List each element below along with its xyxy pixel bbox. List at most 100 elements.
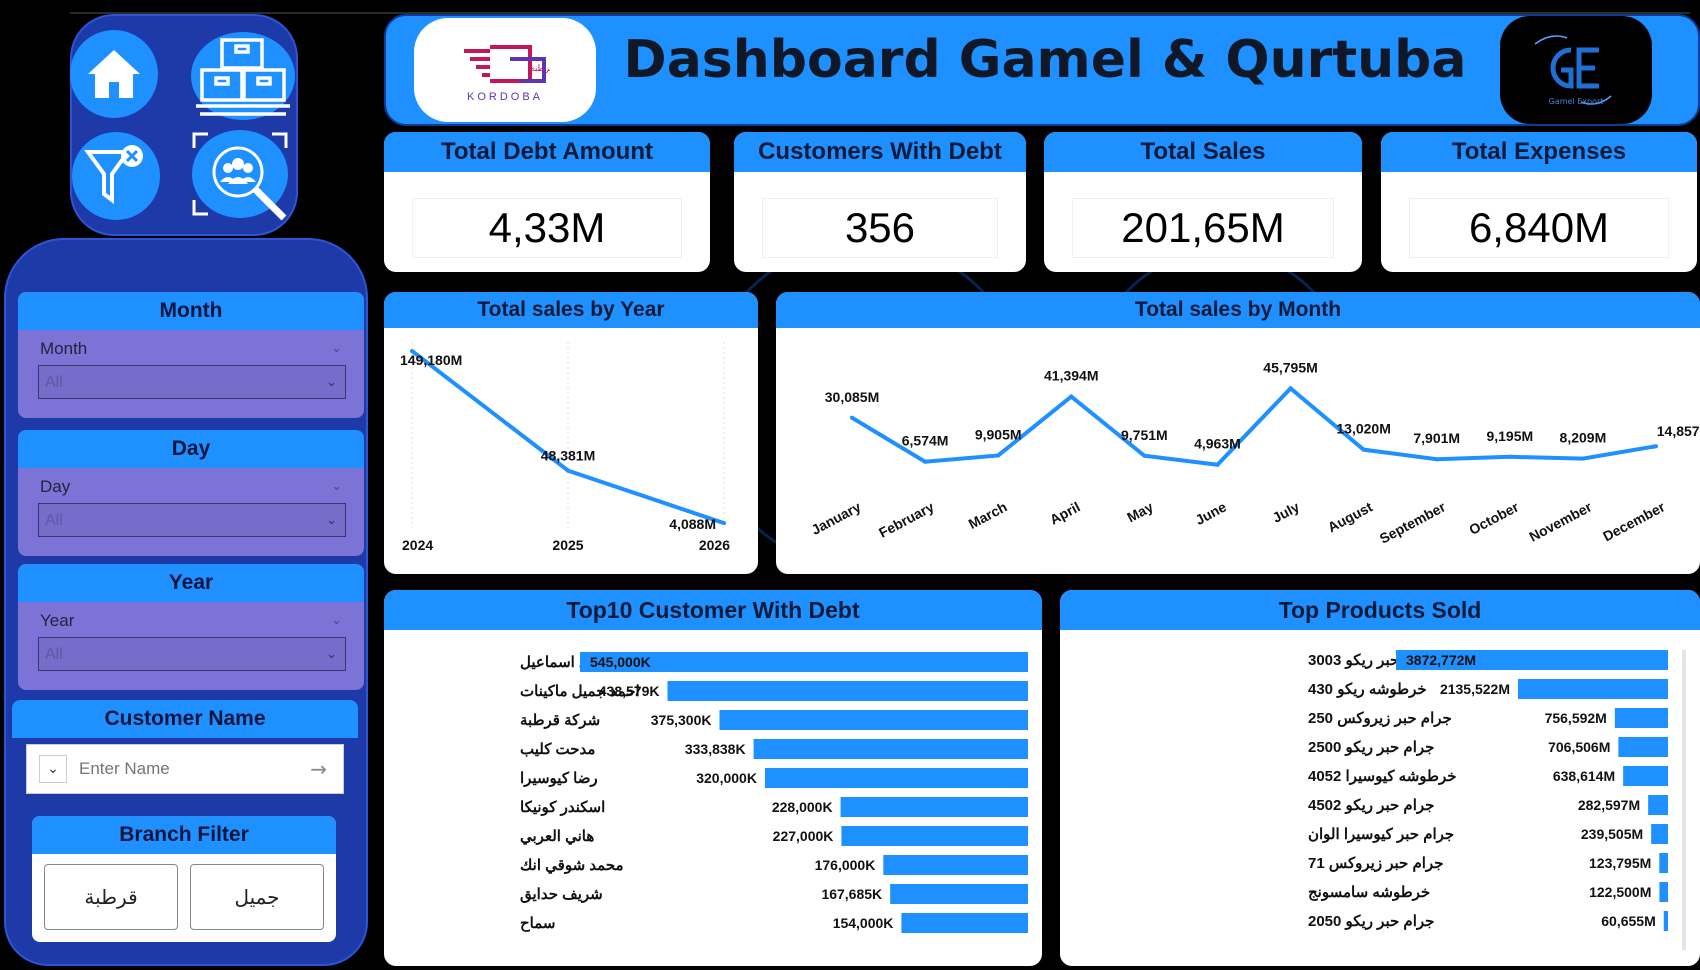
year-dropdown-value: All	[45, 646, 63, 663]
filter-clear-icon	[84, 145, 143, 204]
data-label: 320,000K	[696, 770, 757, 786]
month-slicer-title: Month	[18, 292, 364, 330]
category-label: خرطوشه كيوسيرا 4052	[1308, 768, 1457, 785]
data-label: 638,614M	[1553, 768, 1615, 784]
data-label: 7,901M	[1413, 430, 1460, 446]
kpi-total-debt: Total Debt Amount 4,33M	[384, 132, 710, 272]
data-label: 48,381M	[541, 448, 595, 464]
x-tick-label: November	[1526, 498, 1594, 545]
inventory-button[interactable]	[188, 30, 298, 122]
chevron-down-icon[interactable]: ⌄	[39, 755, 67, 783]
data-label: 60,655M	[1601, 913, 1655, 929]
day-slicer: Day Day ⌄ All ⌄	[18, 430, 364, 556]
x-tick-label: 2025	[552, 537, 583, 553]
category-label: احمد جميل ماكينات	[520, 683, 640, 700]
kordoba-logo-text: KORDOBA	[466, 91, 543, 103]
chevron-down-icon: ⌄	[326, 512, 337, 527]
page-title: Dashboard Gamel & Qurtuba	[623, 30, 1467, 90]
data-point	[1654, 444, 1658, 449]
data-label: 333,838K	[685, 741, 746, 757]
customer-slicer: Customer Name ⌄ →	[12, 700, 358, 806]
x-tick-label: October	[1466, 498, 1521, 538]
arrow-right-icon[interactable]: →	[310, 757, 327, 781]
home-icon	[88, 50, 140, 98]
category-label: شركة قرطبة	[520, 712, 600, 729]
branch-option-gamel[interactable]: جميل	[190, 864, 324, 930]
category-label: خرطوشه سامسونج	[1308, 884, 1430, 901]
bar	[901, 913, 1028, 933]
data-point	[996, 453, 1001, 458]
bar	[753, 739, 1028, 759]
day-dropdown-value: All	[45, 512, 63, 529]
branch-filter-title: Branch Filter	[32, 816, 336, 854]
year-slicer-title: Year	[18, 564, 364, 602]
top-divider	[70, 12, 1690, 14]
header-bar	[384, 14, 1700, 126]
clear-filters-button[interactable]	[72, 132, 160, 220]
x-tick-label: December	[1600, 498, 1668, 544]
data-label: 375,300K	[651, 712, 712, 728]
branch-option-qurtuba[interactable]: قرطبة	[44, 864, 178, 930]
customer-name-input[interactable]	[79, 759, 311, 779]
day-slicer-title: Day	[18, 430, 364, 468]
data-label: 9,905M	[975, 426, 1022, 442]
customer-search-button[interactable]	[188, 128, 298, 226]
bar	[1614, 708, 1668, 728]
chevron-down-icon: ⌄	[326, 374, 337, 389]
bar	[1623, 766, 1668, 786]
bar	[883, 855, 1028, 875]
gamel-export-logo: Gamel Export	[1500, 16, 1652, 124]
kpi-value: 6,840M	[1409, 198, 1669, 258]
data-label: 438,579K	[599, 683, 660, 699]
kpi-label: Total Expenses	[1381, 132, 1697, 172]
month-slicer-header: Month ⌄	[18, 330, 364, 359]
scrollbar[interactable]	[1682, 650, 1686, 950]
category-label: رضا كيوسيرا	[520, 770, 598, 787]
data-point	[1288, 386, 1293, 391]
chart-top-products: Top Products Sold جرام حبر ريكو 3003 3872…	[1060, 590, 1700, 966]
data-label: 45,795M	[1263, 359, 1317, 375]
customer-search-box: ⌄ →	[26, 744, 344, 794]
data-label: 2135,522M	[1440, 681, 1510, 697]
data-label: 154,000K	[833, 915, 894, 931]
data-label: 706,506M	[1548, 739, 1610, 755]
x-tick-label: August	[1325, 498, 1375, 535]
day-dropdown[interactable]: All ⌄	[38, 503, 346, 537]
data-point	[850, 415, 854, 420]
category-label: جرام حبر ريكو 4502	[1308, 797, 1434, 814]
month-line-chart: 30,085M January 6,574M February 9,905M March 4…	[808, 359, 1700, 546]
chevron-down-icon: ⌄	[331, 478, 342, 493]
category-label: جرام حبر ريكو 2500	[1308, 739, 1434, 756]
day-slicer-sub: Day	[40, 477, 71, 496]
kpi-label: Total Sales	[1044, 132, 1362, 172]
bar	[841, 826, 1028, 846]
data-point	[1580, 456, 1585, 461]
day-slicer-header: Day ⌄	[18, 468, 364, 497]
category-label: اسكندر كونيكا	[520, 799, 605, 816]
month-dropdown[interactable]: All ⌄	[38, 365, 346, 399]
year-slicer-sub: Year	[40, 611, 75, 630]
category-label: محمد شوقي انك	[520, 857, 624, 875]
boxes-icon	[191, 32, 295, 120]
data-label: 3872,772M	[1406, 652, 1476, 668]
x-tick-label: May	[1124, 498, 1156, 525]
data-point	[410, 348, 414, 353]
data-label: 282,597M	[1578, 797, 1640, 813]
kpi-label: Total Debt Amount	[384, 132, 710, 172]
month-dropdown-value: All	[45, 374, 63, 391]
category-label: جرام حبر زيروكس 250	[1308, 710, 1452, 727]
x-tick-label: 2026	[699, 537, 730, 553]
category-label: هاني العربي	[520, 828, 594, 846]
year-dropdown[interactable]: All ⌄	[38, 637, 346, 671]
data-label: 123,795M	[1589, 855, 1651, 871]
bar	[1663, 911, 1668, 931]
x-tick-label: 2024	[402, 537, 433, 553]
home-button[interactable]	[70, 30, 158, 118]
data-point	[1434, 457, 1439, 462]
chart-sales-by-year: Total sales by Year 149,180M 2024 48,381M 2…	[384, 292, 758, 574]
data-label: 14,857M	[1657, 423, 1700, 439]
kpi-total-expenses: Total Expenses 6,840M	[1381, 132, 1697, 272]
bar	[1518, 679, 1668, 699]
category-label: سماح	[520, 915, 556, 932]
